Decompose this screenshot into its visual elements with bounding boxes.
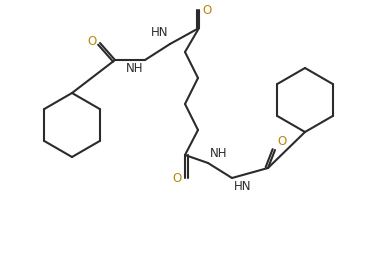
Text: NH: NH — [125, 62, 143, 75]
Text: O: O — [173, 172, 182, 185]
Text: O: O — [88, 35, 97, 48]
Text: O: O — [277, 135, 286, 148]
Text: HN: HN — [234, 180, 252, 193]
Text: NH: NH — [210, 147, 228, 160]
Text: HN: HN — [150, 26, 168, 39]
Text: O: O — [202, 3, 211, 16]
